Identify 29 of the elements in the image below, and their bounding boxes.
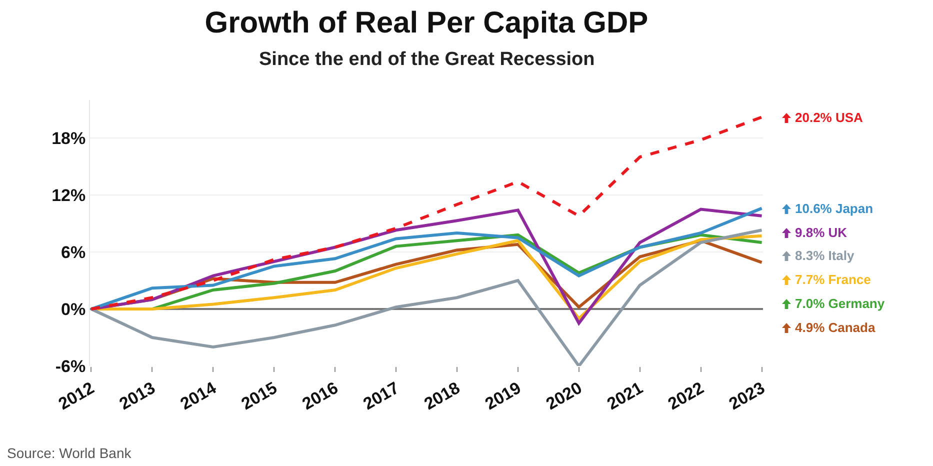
y-tick-label: 18% — [52, 128, 86, 148]
x-tick-label: 2020 — [542, 378, 586, 414]
x-tick-label: 2016 — [299, 378, 342, 414]
legend-label: 20.2% USA — [795, 110, 864, 125]
x-tick-label: 2018 — [420, 378, 464, 414]
legend-label: 7.7% France — [795, 272, 871, 287]
line-series — [90, 228, 763, 366]
chart-title: Growth of Real Per Capita GDP — [204, 6, 648, 40]
x-tick-label: 2019 — [482, 378, 524, 414]
y-tick-label: 0% — [61, 300, 86, 319]
legend-label: 8.3% Italy — [795, 248, 856, 263]
x-tick-label: 2023 — [726, 378, 768, 414]
y-tick-label: 6% — [61, 242, 86, 262]
line-series — [90, 116, 763, 310]
x-tick-label: 2021 — [604, 378, 646, 414]
x-tick-label: 2013 — [116, 378, 158, 414]
y-tick-label: -6% — [55, 356, 86, 376]
chart-subtitle: Since the end of the Great Recession — [259, 49, 595, 70]
x-tick-label: 2015 — [238, 378, 280, 414]
legend-label: 9.8% UK — [795, 225, 848, 240]
source-note: Source: World Bank — [7, 445, 132, 461]
x-tick-label: 2022 — [664, 378, 708, 414]
legend-label: 4.9% Canada — [795, 320, 876, 335]
y-tick-label: 12% — [52, 186, 86, 205]
x-tick-label: 2014 — [177, 378, 220, 414]
x-tick-label: 2012 — [55, 378, 98, 414]
legend-label: 10.6% Japan — [795, 201, 874, 216]
legend-label: 7.0% Germany — [795, 296, 886, 311]
x-tick-label: 2017 — [360, 378, 402, 414]
